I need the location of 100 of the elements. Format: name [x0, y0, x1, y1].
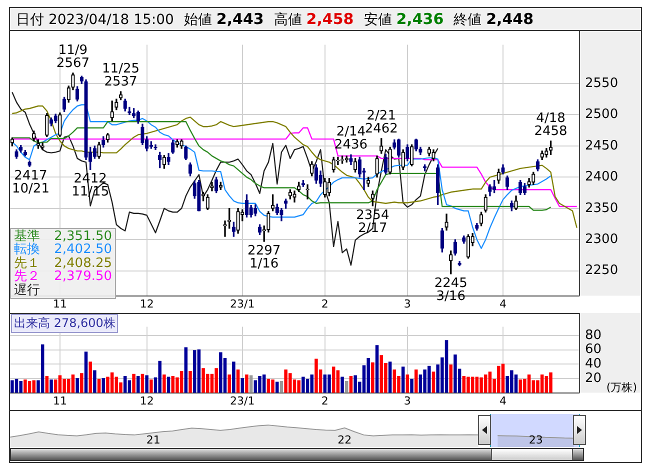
bar	[158, 360, 162, 393]
candlestick	[432, 149, 436, 162]
candlestick	[375, 156, 379, 178]
chart-title: 出来高 278,600株	[11, 314, 118, 333]
bar	[245, 374, 248, 393]
bar	[236, 370, 240, 393]
candlestick	[527, 178, 531, 188]
candlestick	[462, 236, 466, 244]
candlestick	[444, 214, 448, 231]
candlestick	[102, 136, 106, 148]
bar	[540, 374, 544, 393]
candlestick	[266, 211, 270, 232]
candlestick	[510, 200, 514, 212]
candlestick	[488, 184, 492, 196]
candlestick	[123, 98, 127, 112]
y-tick-label: 2550	[585, 76, 618, 91]
candlestick	[475, 223, 479, 231]
y-tick-label: 80	[585, 328, 602, 343]
candlestick	[388, 146, 392, 174]
candlestick	[414, 138, 418, 152]
candlestick	[522, 183, 527, 195]
candlestick	[84, 79, 88, 160]
text: 安値 2,436	[364, 10, 444, 28]
candlestick	[184, 146, 188, 160]
y-tick-label: 2300	[585, 232, 618, 247]
bar	[302, 376, 305, 393]
candlestick	[40, 142, 44, 150]
bar	[132, 374, 136, 393]
bar	[228, 374, 231, 393]
candlestick	[340, 156, 344, 164]
bar	[388, 362, 392, 393]
bar	[71, 374, 75, 393]
text: 高値 2,458	[274, 10, 354, 28]
candlestick	[71, 72, 75, 90]
candlestick	[166, 153, 170, 166]
bar	[549, 372, 552, 393]
candlestick	[532, 172, 536, 185]
candlestick	[45, 113, 49, 137]
annotation: 2297 1/16	[248, 243, 281, 272]
bar	[466, 376, 470, 393]
text: 転換 2,402.50	[14, 242, 112, 257]
bar	[184, 347, 188, 393]
y-tick-label: 2400	[585, 170, 618, 185]
bar	[432, 372, 436, 393]
candlestick	[140, 124, 144, 146]
text: 遅行	[14, 282, 41, 298]
text: 先１ 2,408.25	[14, 256, 112, 270]
candlestick	[149, 141, 153, 149]
bar	[171, 376, 175, 393]
bar	[80, 373, 84, 393]
bar	[192, 350, 196, 393]
bar	[340, 376, 344, 393]
candlestick	[28, 160, 32, 167]
candlestick	[536, 159, 540, 172]
candlestick	[418, 146, 422, 156]
bar	[50, 380, 53, 393]
annotation: 2/21 2462	[364, 108, 398, 136]
candlestick	[318, 170, 322, 187]
chart-title: 日付 2023/04/18 15:00	[16, 12, 174, 28]
bar	[180, 370, 184, 393]
candlestick	[49, 118, 54, 126]
bar	[240, 378, 244, 393]
bar	[45, 376, 49, 393]
bar	[375, 345, 379, 393]
bar	[162, 374, 166, 393]
y-tick-label: 2450	[585, 138, 618, 154]
bar	[484, 374, 488, 393]
candlestick	[466, 234, 470, 259]
candlestick	[410, 144, 414, 166]
candlestick	[14, 149, 18, 159]
candlestick	[236, 208, 240, 234]
bar	[275, 382, 279, 393]
candlestick	[154, 144, 158, 150]
bar	[401, 366, 405, 393]
candlestick	[506, 176, 510, 190]
candlestick	[353, 158, 358, 173]
text: 終値 2,448	[454, 10, 534, 28]
y-tick-label: 2350	[585, 200, 618, 216]
candlestick	[427, 146, 431, 156]
candlestick	[380, 138, 384, 154]
candlestick	[66, 86, 70, 103]
candlestick	[406, 144, 410, 162]
y-axis-title: (万株)	[606, 380, 637, 395]
x-tick-label: 23	[528, 433, 543, 446]
bar	[40, 344, 44, 393]
candlestick	[128, 106, 132, 116]
x-tick-label: 23/1	[230, 394, 255, 408]
bar	[371, 362, 374, 393]
y-tick-label: 40	[585, 356, 602, 372]
candlestick	[244, 194, 249, 218]
bar	[480, 377, 483, 393]
bar	[106, 376, 110, 393]
bar	[76, 378, 79, 393]
bar	[414, 370, 418, 393]
candlestick	[292, 190, 296, 202]
candlestick	[188, 162, 192, 176]
candlestick	[175, 139, 180, 148]
candlestick	[92, 146, 97, 159]
candlestick	[280, 208, 284, 222]
candlestick	[306, 184, 310, 200]
